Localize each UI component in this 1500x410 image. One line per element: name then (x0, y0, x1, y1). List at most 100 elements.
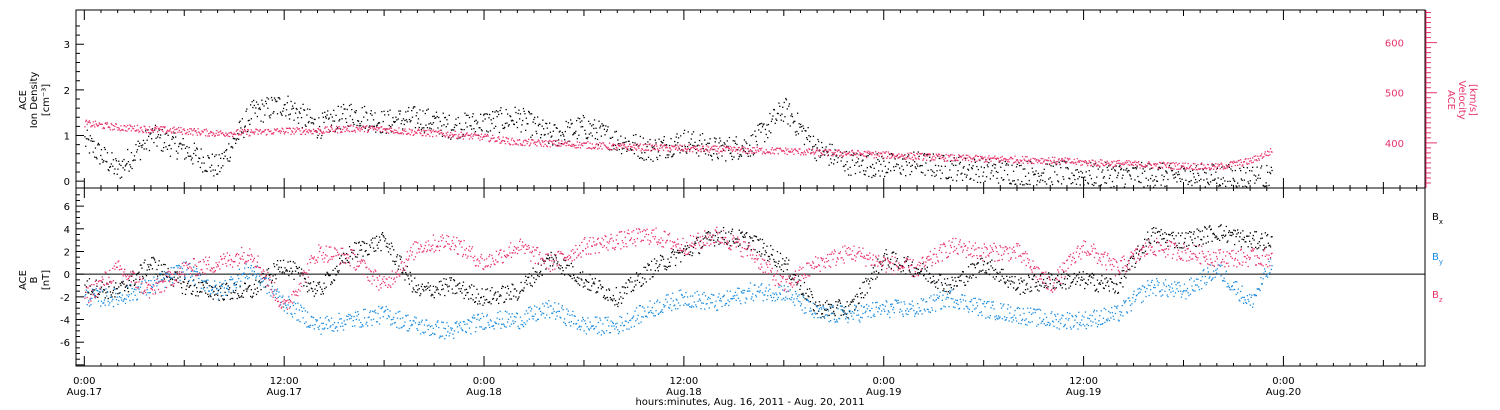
velocity-point (613, 144, 615, 146)
bx-point (470, 297, 472, 300)
by-point (96, 289, 98, 292)
density-point (899, 167, 901, 169)
bx-point (219, 285, 221, 288)
velocity-point (520, 144, 522, 146)
density-point (749, 155, 752, 157)
velocity-point (1020, 160, 1022, 162)
density-point (1120, 169, 1122, 171)
bx-point (937, 287, 939, 290)
density-point (675, 136, 677, 138)
bx-point (744, 236, 746, 238)
density-point (553, 124, 555, 126)
bx-point (1223, 230, 1225, 232)
velocity-point (807, 151, 809, 154)
bx-point (512, 284, 514, 286)
velocity-point (783, 150, 785, 153)
bx-point (397, 268, 399, 270)
velocity-point (1186, 167, 1189, 169)
velocity-tick-label: 600 (1385, 39, 1404, 50)
velocity-point (1148, 161, 1150, 163)
velocity-point (880, 152, 882, 154)
bx-point (1157, 230, 1159, 233)
velocity-point (659, 144, 662, 146)
density-point (960, 173, 962, 175)
density-point (1165, 171, 1168, 173)
velocity-point (1111, 162, 1114, 164)
velocity-point (404, 128, 406, 130)
bx-point (506, 292, 508, 294)
bx-point (1120, 277, 1123, 279)
bx-point (701, 246, 703, 249)
velocity-point (313, 130, 315, 132)
bx-point (1059, 283, 1061, 285)
density-point (109, 165, 112, 168)
bx-point (723, 239, 725, 241)
bx-point (203, 286, 205, 289)
velocity-point (1081, 160, 1083, 162)
bx-point (811, 294, 813, 296)
bx-point (1000, 268, 1003, 271)
density-point (490, 119, 492, 121)
density-point (342, 113, 344, 115)
by-point (212, 291, 214, 294)
density-point (924, 174, 926, 176)
bx-point (1162, 238, 1165, 240)
density-point (811, 149, 813, 151)
density-point (1064, 161, 1066, 163)
density-point (797, 133, 800, 135)
density-point (493, 127, 495, 129)
density-point (123, 158, 125, 161)
density-point (829, 143, 831, 145)
density-point (599, 127, 601, 129)
velocity-point (1201, 162, 1203, 164)
bx-point (670, 256, 672, 258)
velocity-point (688, 144, 690, 146)
bx-point (955, 280, 957, 282)
velocity-point (292, 127, 294, 129)
by-point (149, 291, 151, 294)
velocity-point (184, 132, 187, 135)
by-point (91, 288, 94, 290)
velocity-point (1003, 158, 1005, 160)
density-point (1137, 175, 1139, 178)
density-point (917, 151, 919, 153)
velocity-point (270, 133, 273, 135)
by-point (199, 274, 201, 276)
velocity-point (538, 140, 540, 142)
bx-point (581, 279, 583, 281)
velocity-point (1052, 161, 1054, 164)
bx-point (635, 272, 638, 274)
velocity-point (775, 149, 777, 151)
velocity-point (616, 147, 618, 149)
velocity-point (105, 122, 107, 124)
velocity-point (572, 145, 574, 147)
velocity-point (1194, 163, 1196, 165)
by-point (211, 289, 213, 291)
velocity-point (307, 132, 309, 134)
velocity-point (232, 135, 234, 138)
velocity-point (235, 130, 237, 132)
velocity-point (934, 157, 937, 159)
bx-point (202, 281, 204, 284)
bx-point (1215, 235, 1217, 237)
bx-point (573, 274, 575, 276)
bx-point (443, 278, 445, 280)
bx-point (1123, 275, 1126, 277)
density-point (759, 123, 761, 125)
velocity-point (378, 128, 380, 130)
velocity-point (1108, 162, 1110, 164)
density-point (785, 99, 788, 101)
velocity-point (338, 125, 340, 128)
density-point (608, 149, 611, 151)
density-point (315, 130, 317, 132)
top-panel-data (84, 95, 1273, 189)
bx-point (590, 289, 592, 292)
bx-point (1144, 250, 1147, 252)
velocity-point (607, 146, 609, 149)
density-point (139, 159, 142, 161)
density-point (844, 170, 846, 172)
bx-point (963, 281, 965, 284)
velocity-point (661, 147, 663, 149)
bx-point (887, 257, 889, 259)
bx-point (965, 275, 967, 277)
